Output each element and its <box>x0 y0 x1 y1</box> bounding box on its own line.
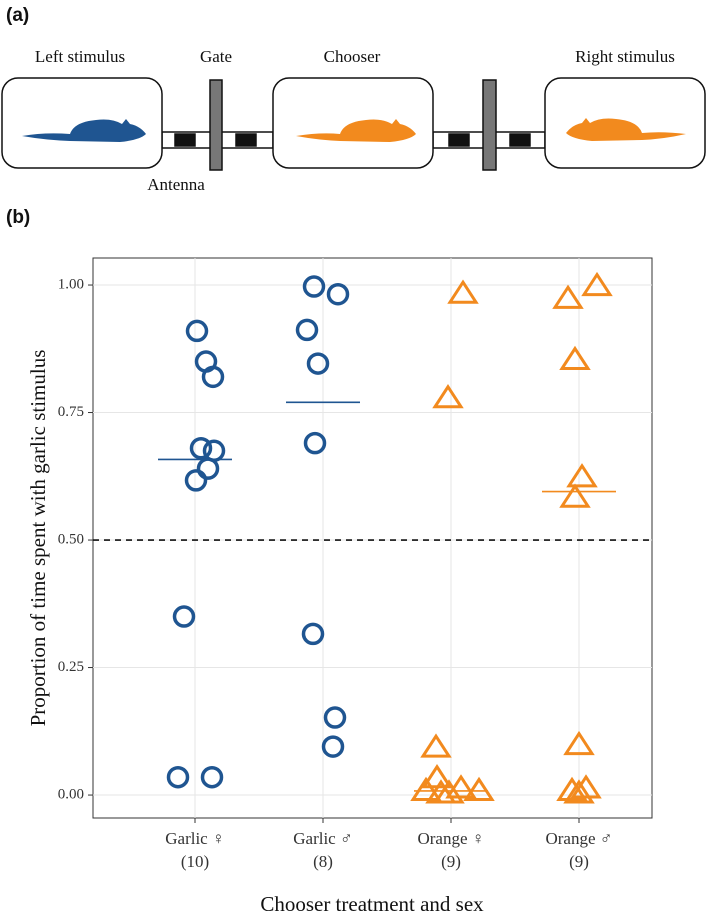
point <box>166 765 190 789</box>
diagram-label: Right stimulus <box>575 47 675 66</box>
point <box>570 774 602 799</box>
diagram-label: Gate <box>200 47 232 66</box>
point <box>563 730 595 756</box>
plot-panel <box>92 257 653 819</box>
point <box>420 733 452 758</box>
point <box>559 483 591 508</box>
mouse-icon <box>296 118 686 142</box>
point <box>295 318 319 342</box>
point <box>445 774 477 799</box>
point <box>185 319 209 343</box>
x-tick-count: (9) <box>569 852 589 871</box>
panel-label: (b) <box>6 207 30 228</box>
point <box>184 469 208 492</box>
point <box>326 282 350 306</box>
point <box>302 275 326 298</box>
y-tick-label: 1.00 <box>58 276 84 292</box>
point <box>581 271 613 297</box>
point <box>552 284 584 309</box>
diagram-label: Chooser <box>324 47 381 66</box>
point <box>172 605 196 628</box>
x-tick-label: Garlic ♂ <box>293 829 352 848</box>
panel-label: (a) <box>6 5 29 26</box>
y-axis-label: Proportion of time spent with garlic sti… <box>26 350 50 727</box>
point <box>563 779 595 804</box>
y-tick-label: 0.75 <box>58 404 84 420</box>
x-tick-count: (9) <box>441 852 461 871</box>
x-tick-count: (10) <box>181 852 209 871</box>
point <box>559 345 591 371</box>
diagram-label: Left stimulus <box>35 47 125 66</box>
point <box>432 384 464 409</box>
point <box>201 365 225 389</box>
x-tick-label: Orange ♀ <box>417 829 484 848</box>
x-tick-count: (8) <box>313 852 333 871</box>
point <box>410 776 442 801</box>
point <box>306 352 330 375</box>
point <box>200 765 224 789</box>
mouse-icon <box>22 119 146 142</box>
y-tick-label: 0.00 <box>58 786 84 802</box>
x-axis-label: Chooser treatment and sex <box>260 892 484 916</box>
point <box>189 436 213 460</box>
point <box>323 706 347 729</box>
point <box>566 463 598 488</box>
point <box>321 735 345 758</box>
y-tick-label: 0.50 <box>58 531 84 547</box>
x-tick-label: Garlic ♀ <box>165 829 224 848</box>
point <box>556 776 588 801</box>
point <box>301 622 325 646</box>
point <box>303 431 327 455</box>
y-tick-label: 0.25 <box>58 659 84 675</box>
x-tick-label: Orange ♂ <box>545 829 612 848</box>
point <box>425 779 457 804</box>
point <box>447 279 479 304</box>
diagram-label: Antenna <box>147 175 205 194</box>
point <box>463 776 495 801</box>
